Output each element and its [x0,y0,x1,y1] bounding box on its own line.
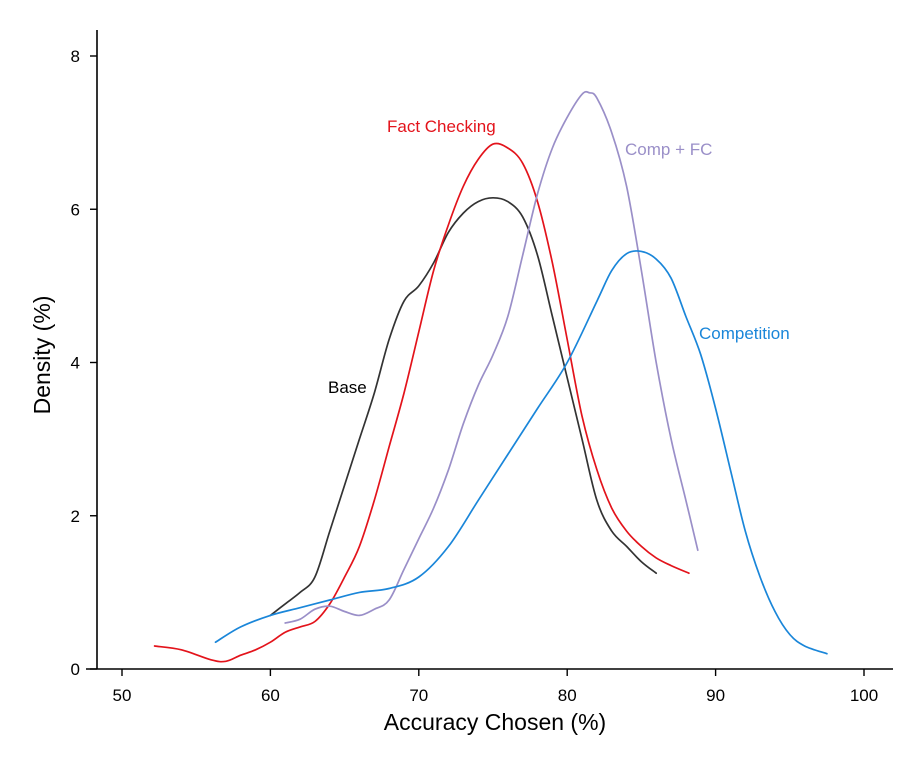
x-tick-label: 50 [113,686,132,705]
x-axis-title: Accuracy Chosen (%) [384,709,606,735]
y-axis-title: Density (%) [29,296,55,415]
x-tick-label: 90 [706,686,725,705]
y-axis: 0 2 4 6 8 Density (%) [29,30,98,679]
series-labels: Base Fact Checking Comp + FC Competition [328,117,790,397]
series-group [153,90,828,663]
x-tick-label: 70 [409,686,428,705]
y-tick-label: 2 [71,507,80,526]
x-tick-label: 80 [558,686,577,705]
fact-checking-label: Fact Checking [387,117,496,136]
comp-fc-label: Comp + FC [625,140,712,159]
y-tick-label: 4 [71,354,80,373]
x-ticks: 50 60 70 80 90 100 [113,669,878,705]
fact-checking-line [153,142,690,663]
base-label: Base [328,378,367,397]
comp-fc-line [284,90,699,624]
competition-line [214,250,828,655]
x-tick-label: 60 [261,686,280,705]
x-tick-label: 100 [850,686,878,705]
x-axis: 50 60 70 80 90 100 Accuracy Chosen (%) [86,668,893,735]
y-ticks: 0 2 4 6 8 [71,47,97,679]
y-tick-label: 6 [71,200,80,219]
base-line [269,196,658,617]
y-tick-label: 0 [71,660,80,679]
competition-label: Competition [699,324,790,343]
y-tick-label: 8 [71,47,80,66]
